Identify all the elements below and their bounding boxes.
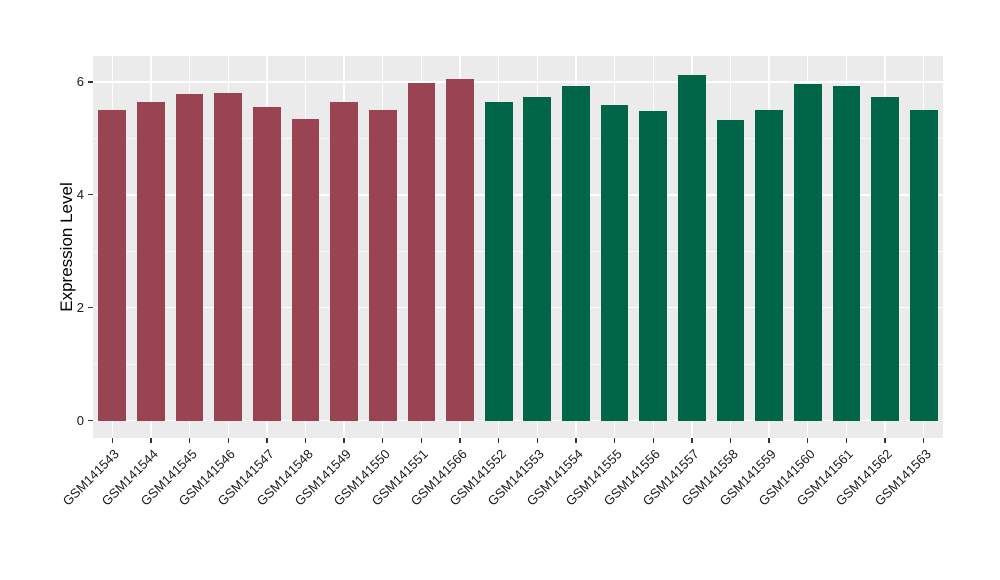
bar-GSM141566 — [446, 78, 474, 421]
y-tick-mark-4 — [88, 194, 93, 196]
gridline-major-y6 — [93, 81, 943, 83]
bar-GSM141558 — [716, 120, 745, 421]
gridline-major-y2 — [93, 306, 943, 309]
gridline-minor-y5 — [93, 137, 943, 139]
bar-GSM141548 — [291, 118, 320, 421]
x-tick-mark-GSM141566 — [459, 438, 461, 443]
x-tick-mark-GSM141560 — [807, 438, 809, 443]
x-tick-mark-GSM141561 — [845, 438, 848, 443]
x-tick-mark-GSM141563 — [922, 438, 925, 443]
x-tick-mark-GSM141559 — [768, 438, 770, 443]
x-tick-mark-GSM141548 — [304, 438, 307, 443]
x-tick-mark-GSM141557 — [691, 438, 693, 443]
bar-GSM141560 — [793, 84, 822, 421]
y-tick-label-0: 0 — [76, 412, 84, 428]
bar-GSM141547 — [252, 107, 281, 421]
x-tick-mark-GSM141550 — [382, 438, 384, 443]
bar-GSM141549 — [330, 102, 359, 421]
bar-GSM141543 — [98, 109, 127, 421]
bar-GSM141557 — [677, 74, 706, 421]
bar-GSM141544 — [137, 102, 165, 421]
bar-GSM141556 — [639, 111, 668, 421]
x-tick-mark-GSM141543 — [111, 438, 113, 443]
x-tick-mark-GSM141545 — [188, 438, 191, 443]
y-tick-mark-2 — [88, 306, 93, 309]
gridline-minor-y3 — [93, 250, 943, 252]
x-tick-mark-GSM141551 — [420, 438, 423, 443]
gridline-major-y4 — [93, 194, 943, 196]
y-tick-label-6: 6 — [76, 74, 84, 90]
bar-GSM141551 — [407, 83, 436, 421]
x-tick-mark-GSM141554 — [575, 438, 577, 443]
bar-GSM141545 — [175, 94, 204, 421]
gridline-major-y0 — [93, 419, 943, 422]
x-tick-mark-GSM141556 — [652, 438, 654, 443]
bar-GSM141562 — [871, 97, 899, 421]
y-tick-label-4: 4 — [76, 187, 84, 203]
bar-GSM141550 — [368, 110, 397, 421]
x-tick-mark-GSM141558 — [729, 438, 732, 443]
bar-GSM141561 — [832, 86, 861, 421]
x-tick-mark-GSM141562 — [884, 438, 886, 443]
y-tick-mark-6 — [88, 81, 93, 83]
gridline-minor-y1 — [93, 363, 943, 365]
bar-GSM141555 — [600, 105, 629, 421]
x-tick-mark-GSM141546 — [227, 438, 229, 443]
plot-panel — [93, 56, 943, 438]
bar-GSM141563 — [909, 110, 938, 421]
x-tick-mark-GSM141547 — [266, 438, 268, 443]
y-tick-label-2: 2 — [76, 299, 84, 315]
y-axis-title: Expression Level — [57, 182, 76, 312]
bar-GSM141546 — [214, 93, 243, 421]
bar-GSM141554 — [562, 86, 590, 421]
x-tick-mark-GSM141549 — [343, 438, 345, 443]
bar-GSM141553 — [523, 97, 552, 421]
y-tick-mark-0 — [88, 419, 93, 422]
x-tick-mark-GSM141544 — [150, 438, 152, 443]
x-tick-mark-GSM141555 — [613, 438, 616, 443]
bar-GSM141559 — [755, 109, 784, 421]
x-tick-mark-GSM141553 — [536, 438, 538, 443]
x-tick-mark-GSM141552 — [497, 438, 500, 443]
bar-GSM141552 — [484, 102, 513, 421]
